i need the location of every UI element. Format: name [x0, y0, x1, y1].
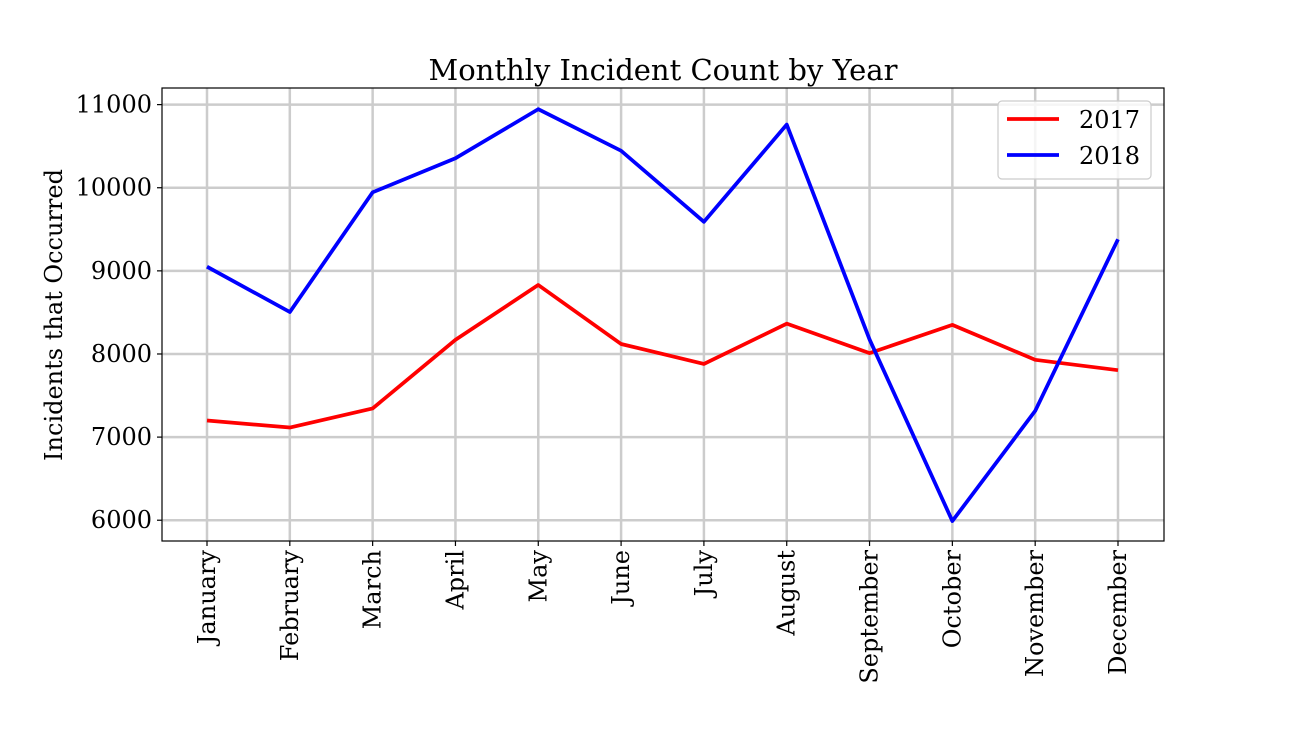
y-tick-label: 8000 — [91, 340, 152, 368]
series-line-2017 — [206, 283, 1119, 430]
plot-frame — [161, 87, 1165, 542]
legend-label-2017: 2017 — [1079, 106, 1140, 134]
x-tick-label: November — [1021, 549, 1049, 677]
x-tick-label: October — [938, 549, 966, 648]
legend: 2017 2018 — [997, 100, 1152, 180]
x-axis-ticks: January February March April May June July Augu… — [193, 541, 1132, 684]
y-tick-label: 6000 — [91, 506, 152, 534]
x-tick-label: July — [690, 550, 718, 600]
series-lines — [206, 107, 1120, 523]
y-tick-label: 11000 — [76, 91, 152, 119]
x-tick-label: January — [193, 550, 221, 648]
x-tick-label: May — [524, 550, 552, 603]
x-tick-label: December — [1104, 549, 1132, 674]
series-line-2018 — [206, 107, 1120, 523]
y-tick-label: 9000 — [91, 257, 152, 285]
x-tick-label: April — [441, 550, 469, 611]
chart-title: Monthly Incident Count by Year — [429, 53, 898, 87]
x-tick-label: June — [607, 550, 635, 608]
x-tick-label: March — [359, 550, 387, 629]
y-tick-label: 10000 — [76, 174, 152, 202]
y-axis-label: Incidents that Occurred — [40, 169, 68, 461]
legend-label-2018: 2018 — [1079, 142, 1140, 170]
y-axis-ticks: 6000 7000 8000 9000 10000 11000 — [76, 91, 162, 534]
x-tick-label: February — [276, 550, 304, 662]
y-tick-label: 7000 — [91, 423, 152, 451]
x-tick-label: August — [773, 550, 801, 637]
x-tick-label: September — [856, 549, 884, 683]
